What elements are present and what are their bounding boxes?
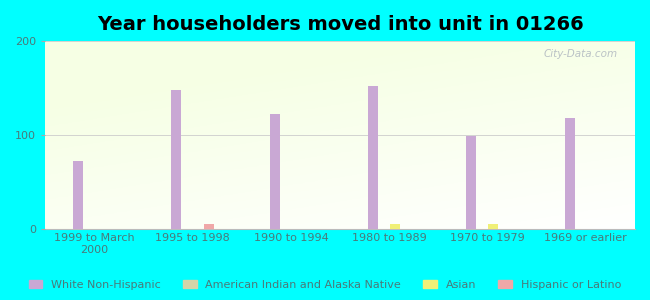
Bar <box>368 86 378 229</box>
Bar <box>565 118 575 229</box>
Title: Year householders moved into unit in 01266: Year householders moved into unit in 012… <box>97 15 584 34</box>
Bar <box>488 224 498 229</box>
Bar <box>270 114 280 229</box>
Text: City-Data.com: City-Data.com <box>543 49 618 58</box>
Bar <box>73 161 83 229</box>
Bar <box>204 224 214 229</box>
Bar <box>172 90 181 229</box>
Bar <box>390 224 400 229</box>
Bar <box>467 136 476 229</box>
Legend: White Non-Hispanic, American Indian and Alaska Native, Asian, Hispanic or Latino: White Non-Hispanic, American Indian and … <box>25 275 625 294</box>
